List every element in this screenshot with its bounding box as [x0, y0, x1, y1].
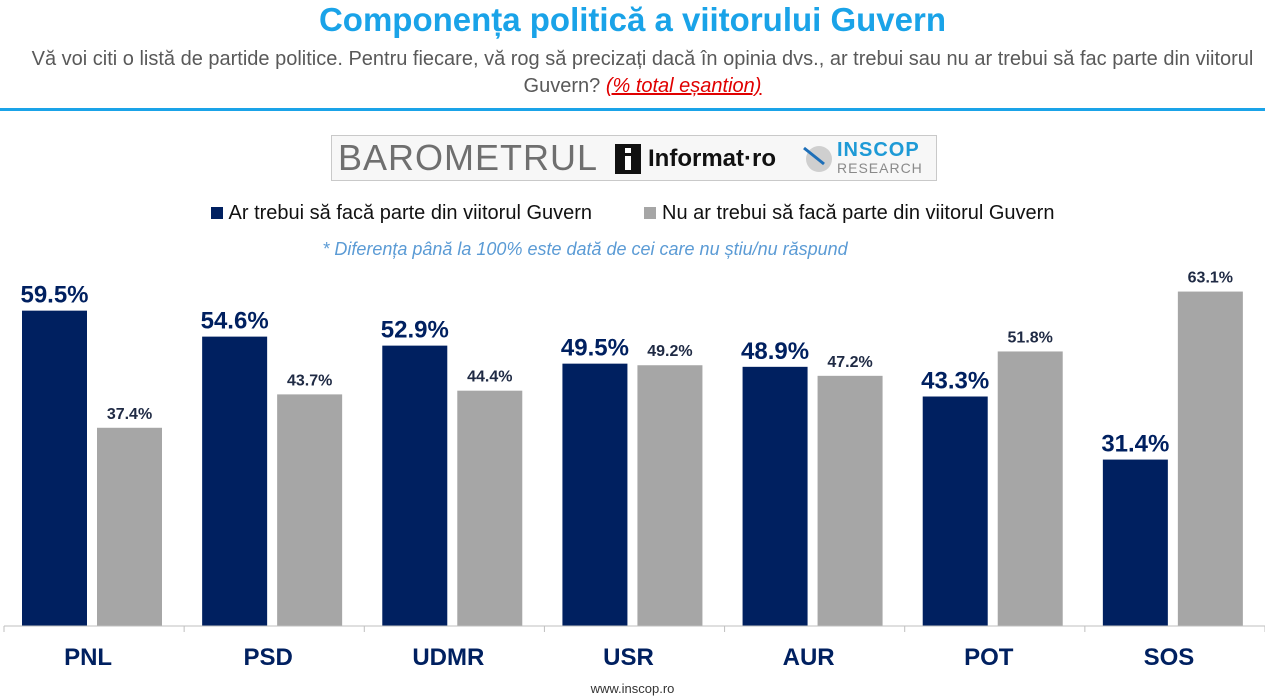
bar-pnl-no	[97, 427, 162, 626]
x-tick-label-pnl: PNL	[64, 644, 112, 671]
x-tick-label-sos: SOS	[1144, 644, 1195, 671]
bar-usr-no	[637, 365, 703, 626]
bar-pot-no	[997, 351, 1063, 626]
informat-logo: Informat·ro	[648, 145, 776, 172]
legend-swatch-no	[644, 207, 657, 219]
header-divider	[0, 108, 1265, 111]
data-label-usr-no: 49.2%	[647, 343, 692, 360]
bar-aur-yes	[742, 366, 808, 626]
data-label-sos-yes: 31.4%	[1101, 431, 1169, 458]
data-label-sos-no: 63.1%	[1188, 270, 1233, 287]
inscop-logo-research: RESEARCH	[837, 160, 923, 176]
data-label-aur-yes: 48.9%	[741, 338, 809, 365]
bar-udmr-yes	[382, 345, 448, 626]
data-label-udmr-no: 44.4%	[467, 369, 512, 386]
subtitle-highlight: (% total eșantion)	[605, 75, 762, 97]
legend-item-no: Nu ar trebui să facă parte din viitorul …	[644, 202, 1054, 225]
data-label-aur-no: 47.2%	[827, 354, 872, 371]
subtitle-text: Vă voi citi o listă de partide politice.…	[31, 48, 1254, 97]
chart-legend: Ar trebui să facă parte din viitorul Guv…	[0, 199, 1265, 227]
bar-pnl-yes	[22, 310, 87, 626]
legend-item-yes: Ar trebui să facă parte din viitorul Guv…	[210, 201, 593, 225]
page-title: Componența politică a viitorului Guvern	[318, 1, 947, 38]
data-label-pot-no: 51.8%	[1008, 329, 1053, 346]
x-tick-label-usr: USR	[603, 644, 654, 671]
legend-swatch-yes	[210, 207, 223, 219]
data-label-pnl-yes: 59.5%	[20, 282, 88, 309]
data-label-pnl-no: 37.4%	[107, 406, 152, 423]
x-tick-label-aur: AUR	[783, 644, 835, 671]
bar-sos-yes	[1102, 459, 1168, 626]
bar-udmr-no	[457, 390, 523, 626]
barometrul-logo: BAROMETRUL	[338, 137, 599, 178]
legend-label-no: Nu ar trebui să facă parte din viitorul …	[662, 201, 1055, 224]
data-label-psd-yes: 54.6%	[201, 308, 269, 335]
informat-icon	[615, 144, 641, 174]
bar-aur-no	[817, 375, 883, 626]
footer-url: www.inscop.ro	[590, 681, 675, 696]
inscop-logo: INSCOP	[837, 139, 920, 161]
bar-pot-yes	[922, 396, 988, 626]
x-tick-label-psd: PSD	[244, 644, 293, 671]
x-tick-label-udmr: UDMR	[412, 644, 484, 671]
data-label-usr-yes: 49.5%	[561, 335, 629, 362]
data-label-udmr-yes: 52.9%	[381, 317, 449, 344]
x-tick-label-pot: POT	[964, 644, 1014, 671]
bar-psd-no	[277, 394, 343, 626]
inscop-logo-icon	[803, 146, 832, 172]
data-label-pot-yes: 43.3%	[921, 368, 989, 395]
logo-banner: BAROMETRUL Informat·ro INSCOP RESEARCH	[331, 135, 937, 181]
bar-sos-no	[1177, 291, 1243, 626]
chart-note: * Diferența până la 100% este dată de ce…	[322, 239, 848, 259]
data-label-psd-no: 43.7%	[287, 372, 332, 389]
page-subtitle: Vă voi citi o listă de partide politice.…	[20, 46, 1265, 100]
bar-psd-yes	[202, 336, 268, 626]
bar-usr-yes	[562, 363, 628, 626]
legend-label-yes: Ar trebui să facă parte din viitorul Guv…	[228, 201, 593, 224]
